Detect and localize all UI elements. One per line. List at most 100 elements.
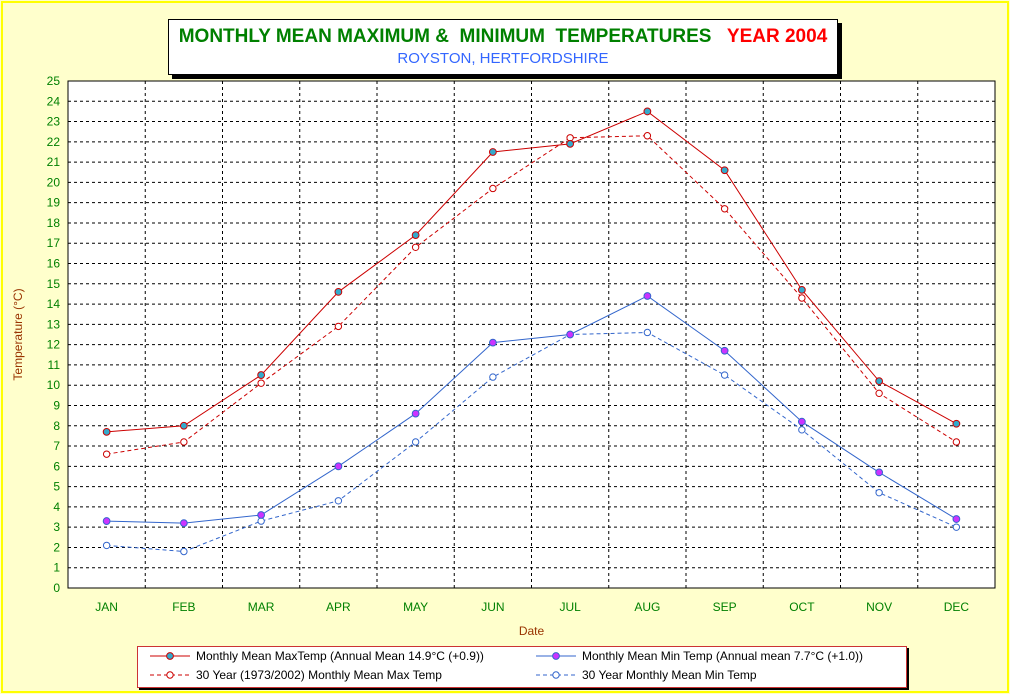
y-tick-label: 14: [47, 297, 61, 311]
series-2-point: [180, 438, 188, 446]
series-2-point: [489, 184, 497, 193]
chart-subtitle: ROYSTON, HERTFORDSHIRE: [397, 50, 609, 67]
x-tick-label: JUN: [481, 600, 504, 614]
y-tick-label: 9: [53, 398, 60, 412]
series-3-point: [102, 541, 111, 550]
series-0-point: [643, 107, 652, 116]
y-tick-label: 17: [47, 236, 61, 250]
title-main: MONTHLY MEAN MAXIMUM & MINIMUM TEMPERATU…: [178, 26, 712, 47]
series-2-point: [643, 132, 652, 140]
x-tick-label: FEB: [172, 600, 195, 614]
series-0-point: [488, 148, 497, 156]
title-box: MONTHLY MEAN MAXIMUM & MINIMUM TEMPERATU…: [168, 19, 838, 75]
legend-swatch-marker: [552, 671, 560, 679]
series-0-point: [257, 371, 266, 379]
series-2-point: [257, 379, 265, 387]
series-1-point: [179, 519, 188, 528]
series-0-point: [566, 139, 575, 148]
series-1-point: [875, 468, 884, 477]
legend-swatch-marker: [166, 671, 174, 679]
series-3-point: [720, 371, 729, 379]
series-1-point: [952, 515, 961, 523]
series-1-point: [411, 409, 420, 418]
series-2-point: [411, 243, 420, 251]
series-1-point: [102, 517, 111, 525]
x-tick-label: OCT: [789, 600, 815, 614]
x-axis-title: Date: [519, 624, 545, 638]
x-tick-label: APR: [326, 600, 351, 614]
x-tick-label: MAR: [248, 600, 275, 614]
y-tick-label: 18: [47, 216, 61, 230]
series-3-point: [875, 488, 883, 497]
y-tick-label: 25: [47, 74, 61, 88]
series-1-point: [566, 330, 575, 339]
series-0-point: [720, 166, 729, 175]
y-axis-title: Temperature (°C): [11, 288, 25, 380]
x-tick-label: NOV: [866, 600, 892, 614]
series-line-2: [106, 135, 957, 455]
y-tick-label: 0: [53, 581, 60, 595]
legend-label: Monthly Mean Min Temp (Annual mean 7.7°C…: [582, 649, 863, 663]
y-tick-label: 15: [47, 277, 61, 291]
y-tick-label: 1: [53, 561, 60, 575]
legend-swatch-marker: [552, 652, 560, 660]
series-1-point: [643, 292, 652, 300]
series-0-point: [875, 377, 884, 386]
series-3-point: [798, 426, 806, 434]
series-1-point: [720, 346, 729, 355]
y-tick-label: 19: [47, 196, 61, 210]
y-tick-label: 20: [47, 175, 61, 189]
y-tick-label: 11: [48, 358, 61, 372]
series-2-point: [720, 205, 729, 213]
series-0-point: [102, 427, 111, 436]
series-3-point: [952, 523, 961, 531]
y-tick-label: 6: [53, 459, 60, 473]
chart-title: MONTHLY MEAN MAXIMUM & MINIMUM TEMPERATU…: [169, 26, 837, 48]
series-0-point: [797, 285, 806, 294]
x-tick-label: DEC: [944, 600, 970, 614]
series-0-point: [334, 288, 343, 296]
series-3-point: [334, 497, 343, 505]
legend-swatch-marker: [166, 652, 174, 660]
series-1-point: [334, 462, 343, 471]
y-tick-label: 22: [47, 135, 61, 149]
y-tick-label: 4: [53, 500, 60, 514]
x-tick-label: AUG: [634, 600, 660, 614]
y-tick-label: 12: [47, 338, 61, 352]
series-2-point: [102, 450, 111, 458]
y-tick-label: 13: [47, 317, 61, 331]
y-tick-label: 5: [53, 480, 60, 494]
y-tick-label: 16: [47, 257, 61, 271]
series-1-point: [797, 417, 806, 426]
x-tick-label: MAY: [403, 600, 428, 614]
series-1-point: [488, 338, 497, 347]
y-tick-label: 7: [53, 439, 60, 453]
y-tick-label: 2: [53, 540, 60, 554]
series-line-1: [106, 295, 957, 524]
x-tick-label: SEP: [713, 600, 737, 614]
x-tick-label: JUL: [559, 600, 581, 614]
y-tick-label: 3: [53, 520, 60, 534]
legend-label: Monthly Mean MaxTemp (Annual Mean 14.9°C…: [196, 649, 484, 663]
series-2-point: [952, 438, 961, 446]
series-2-point: [798, 294, 806, 302]
series-3-point: [411, 438, 420, 446]
x-tick-label: JAN: [95, 600, 118, 614]
legend: [137, 646, 907, 688]
series-3-point: [489, 373, 497, 381]
title-year: YEAR 2004: [726, 26, 828, 47]
y-tick-label: 23: [47, 115, 61, 129]
series-3-point: [180, 547, 188, 556]
series-0-point: [179, 421, 188, 430]
y-tick-label: 10: [47, 378, 61, 392]
y-tick-label: 24: [47, 94, 61, 108]
legend-label: 30 Year (1973/2002) Monthly Mean Max Tem…: [196, 668, 442, 682]
series-0-point: [411, 231, 420, 240]
series-1-point: [257, 511, 266, 519]
series-0-point: [952, 419, 961, 428]
series-3-point: [643, 328, 652, 337]
